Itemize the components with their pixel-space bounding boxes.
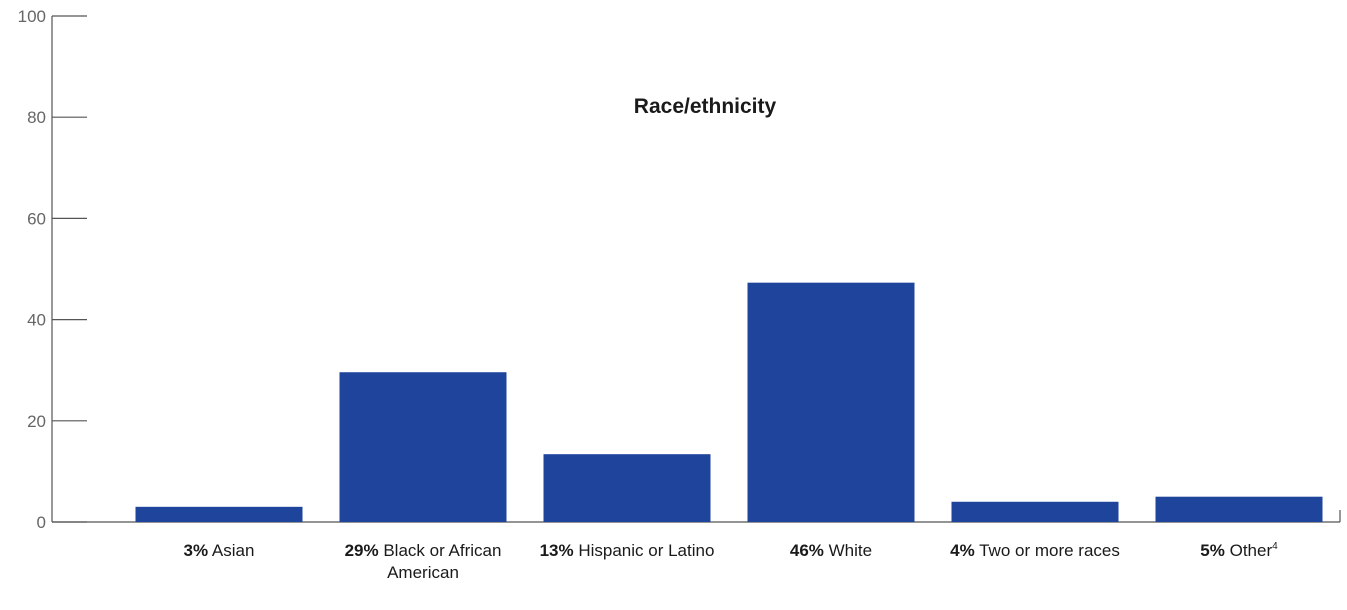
category-percent: 4% (950, 541, 975, 560)
bar (1155, 496, 1323, 522)
y-tick-label: 80 (27, 108, 46, 127)
category-label: 3% Asian (119, 540, 319, 562)
category-label: 5% Other4 (1139, 540, 1339, 562)
bar (339, 372, 507, 522)
y-tick-label: 100 (18, 7, 46, 26)
bar (747, 282, 915, 522)
category-percent: 46% (789, 541, 824, 560)
category-percent: 29% (344, 541, 379, 560)
bar (543, 454, 711, 522)
category-name: White (828, 541, 873, 560)
footnote-marker: 4 (1272, 541, 1278, 552)
category-label: 13% Hispanic or Latino (527, 540, 727, 562)
category-name: Black or African American (383, 541, 502, 582)
chart-title: Race/ethnicity (634, 95, 777, 118)
category-name: Hispanic or Latino (578, 541, 715, 560)
category-label: 4% Two or more races (935, 540, 1135, 562)
category-name: Asian (211, 541, 255, 560)
category-percent: 5% (1200, 541, 1225, 560)
bar (951, 501, 1119, 522)
y-tick-label: 40 (27, 311, 46, 330)
bar (135, 506, 303, 522)
category-label: 29% Black or African American (323, 540, 523, 584)
category-percent: 13% (539, 541, 574, 560)
y-tick-label: 0 (37, 513, 46, 532)
y-tick-label: 20 (27, 412, 46, 431)
category-label: 46% White (731, 540, 931, 562)
category-name: Other (1229, 541, 1273, 560)
y-tick-label: 60 (27, 209, 46, 228)
category-name: Two or more races (979, 541, 1120, 560)
category-percent: 3% (183, 541, 209, 560)
